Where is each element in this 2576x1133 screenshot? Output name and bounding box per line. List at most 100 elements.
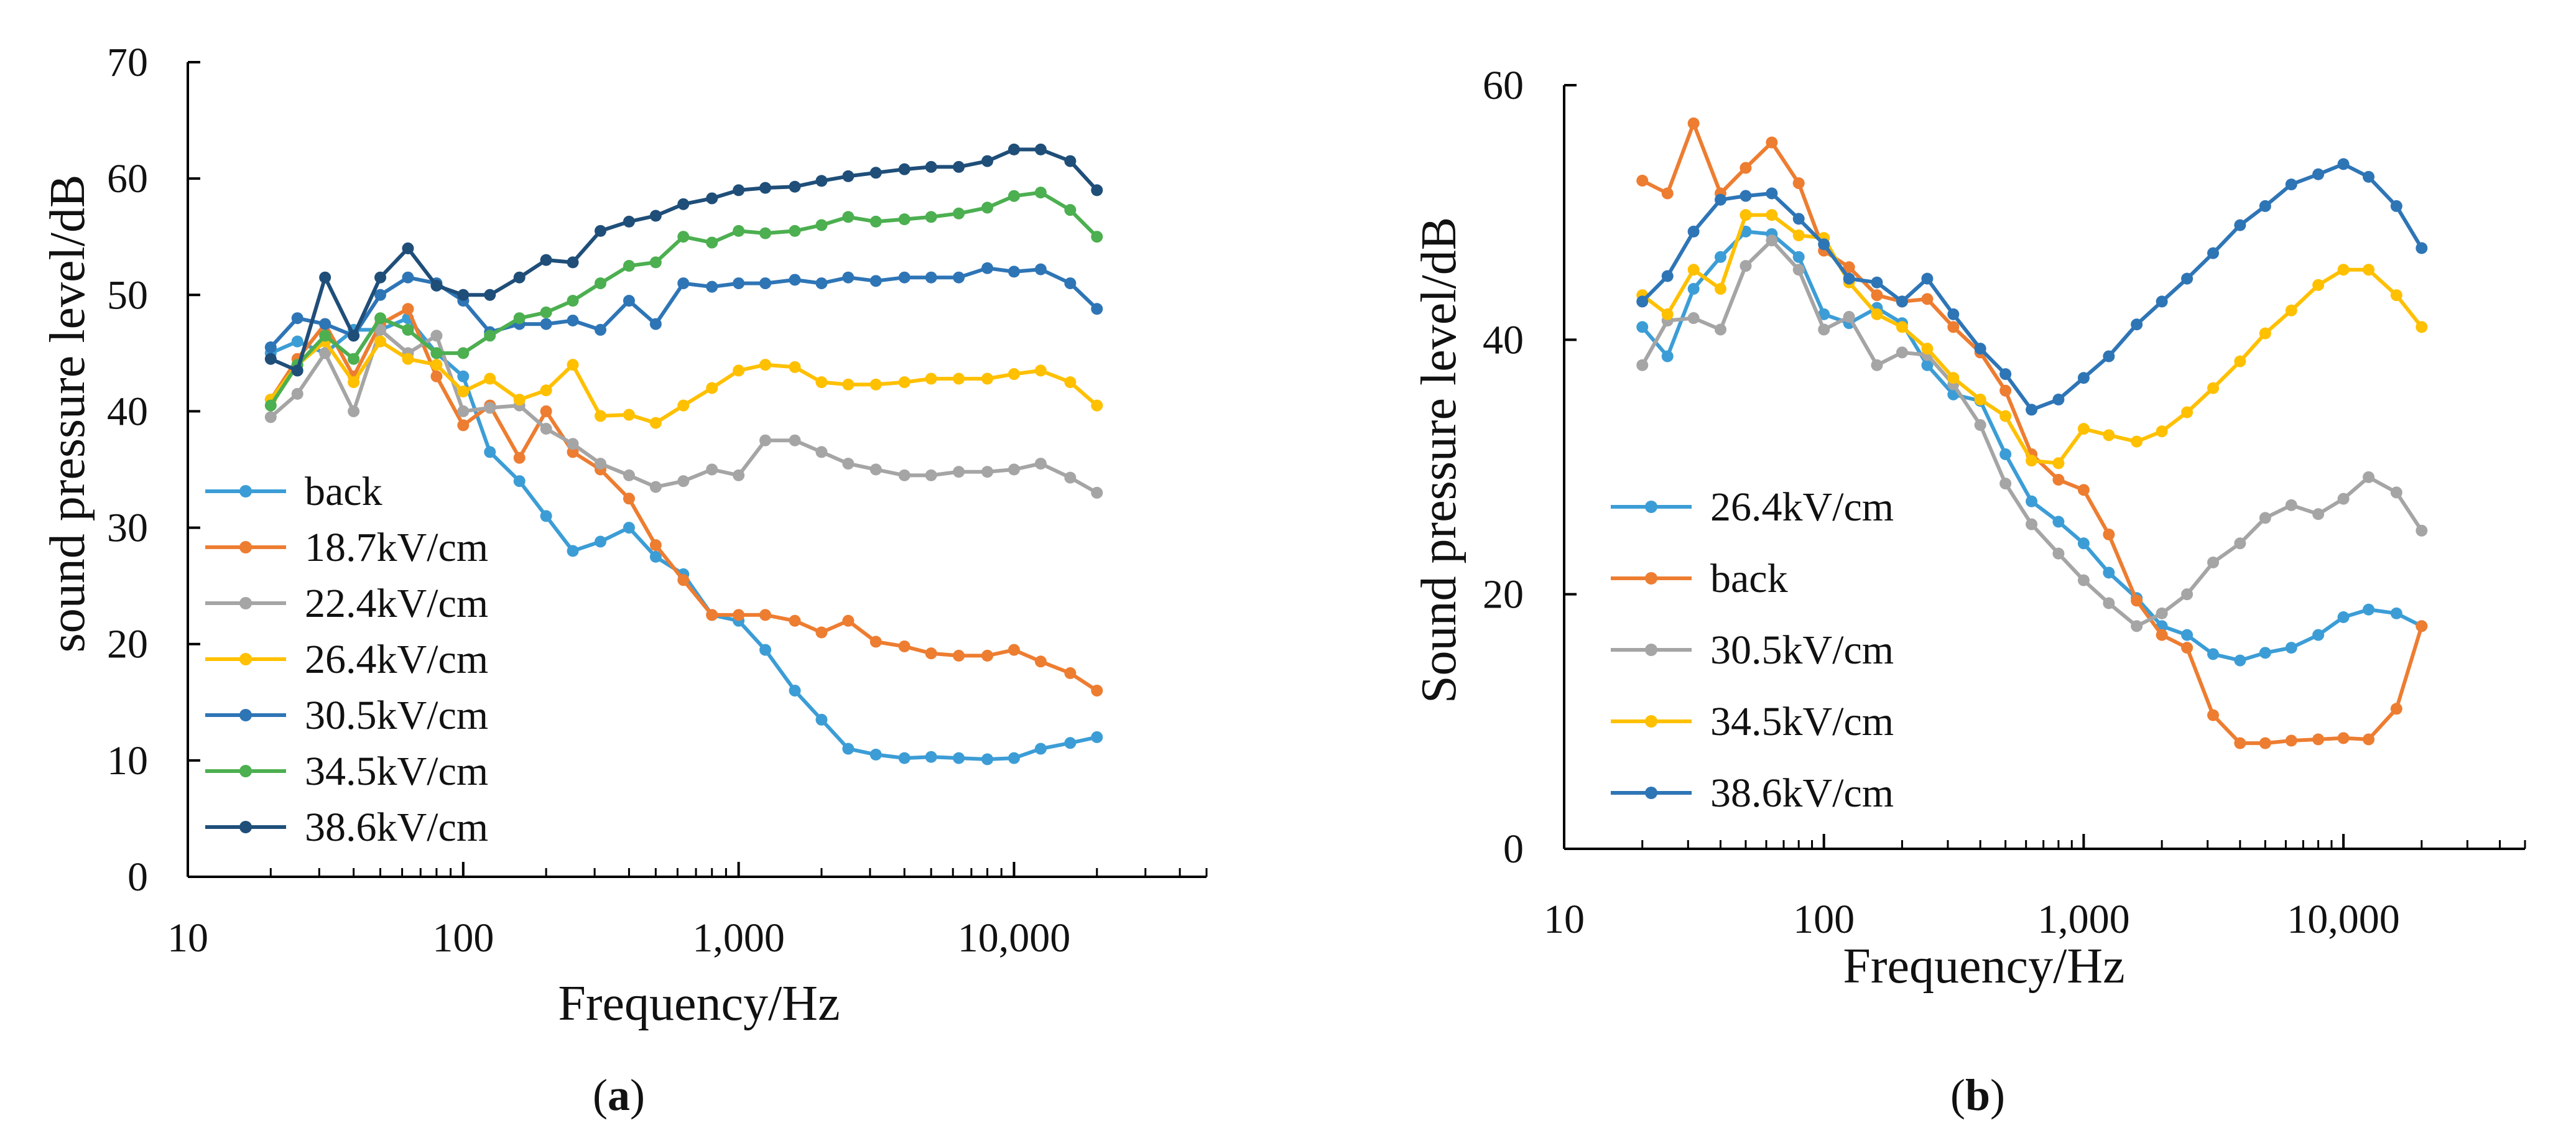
data-point xyxy=(264,353,277,365)
data-point xyxy=(815,626,828,639)
data-point xyxy=(953,271,965,284)
data-point xyxy=(649,318,662,330)
data-point xyxy=(706,280,718,293)
data-point xyxy=(789,224,801,237)
data-point xyxy=(1034,364,1047,377)
data-point xyxy=(1091,399,1103,412)
data-point xyxy=(898,271,910,284)
data-point xyxy=(842,378,855,391)
data-point xyxy=(2052,516,2065,528)
data-point xyxy=(2103,597,2115,609)
data-point xyxy=(540,254,552,266)
data-point xyxy=(594,535,606,548)
data-point xyxy=(2026,518,2038,530)
data-point xyxy=(842,170,855,182)
data-point xyxy=(1064,471,1077,484)
x-tick-label: 1,000 xyxy=(2037,897,2130,942)
data-point xyxy=(430,370,443,382)
data-point xyxy=(540,384,552,397)
data-point xyxy=(789,180,801,193)
legend-label: 22.4kV/cm xyxy=(305,581,488,626)
data-point xyxy=(1064,204,1077,216)
data-point xyxy=(2416,524,2428,537)
chart-panel-a: 0 10 20 30 40 50 60 70 10 100 1,000 10,000 back 18.7k… xyxy=(40,40,1208,1120)
legend-label: 38.6kV/cm xyxy=(1710,770,1894,816)
data-point xyxy=(540,306,552,318)
data-point xyxy=(2337,493,2350,505)
data-point xyxy=(759,182,772,194)
data-point xyxy=(2207,557,2220,568)
data-point xyxy=(706,609,718,621)
data-point xyxy=(2259,647,2271,659)
data-point xyxy=(1766,136,1778,149)
data-point xyxy=(1818,308,1830,320)
data-point xyxy=(1896,346,1908,359)
legend-label: back xyxy=(305,469,382,514)
data-point xyxy=(402,353,414,365)
y-axis-title-a: sound pressure level/dB xyxy=(40,175,95,653)
data-point xyxy=(2234,737,2246,749)
data-point xyxy=(457,405,470,417)
data-point xyxy=(264,341,277,353)
data-point xyxy=(623,260,635,272)
data-point xyxy=(484,402,496,414)
data-point xyxy=(402,323,414,336)
data-point xyxy=(1843,310,1855,323)
data-point xyxy=(2390,289,2402,302)
data-point xyxy=(649,481,662,493)
data-point xyxy=(2077,372,2090,384)
data-point xyxy=(2337,158,2350,170)
data-point xyxy=(1687,312,1700,325)
y-tick-label: 0 xyxy=(1503,826,1524,872)
y-axis-title-b: Sound pressure level/dB xyxy=(1412,217,1466,703)
data-point xyxy=(1974,394,1986,406)
data-point xyxy=(567,545,579,557)
data-point xyxy=(1792,213,1805,225)
data-point xyxy=(264,411,277,423)
data-point xyxy=(789,614,801,627)
data-point xyxy=(815,219,828,231)
data-point xyxy=(1974,419,1986,431)
data-point xyxy=(540,510,552,522)
data-point xyxy=(264,399,277,412)
data-point xyxy=(1636,359,1649,371)
data-point xyxy=(348,405,360,417)
data-point xyxy=(2026,404,2038,416)
data-point xyxy=(815,277,828,290)
legend-swatch-marker xyxy=(239,709,252,721)
data-point xyxy=(319,271,331,284)
data-point xyxy=(2181,406,2194,419)
x-tick-label: 100 xyxy=(1793,897,1855,942)
data-point xyxy=(898,469,910,481)
legend-label: 18.7kV/cm xyxy=(305,525,488,570)
y-tick-label: 0 xyxy=(127,854,148,900)
data-point xyxy=(677,399,690,412)
data-point xyxy=(925,751,937,763)
data-point xyxy=(291,335,303,348)
data-point xyxy=(759,434,772,446)
data-point xyxy=(706,463,718,476)
data-point xyxy=(1896,321,1908,333)
data-point xyxy=(540,423,552,435)
data-point xyxy=(1091,184,1103,197)
data-point xyxy=(733,224,745,237)
data-point xyxy=(484,330,496,342)
data-point xyxy=(430,330,443,342)
data-point xyxy=(2363,603,2375,616)
x-tick-label: 10,000 xyxy=(2287,897,2400,942)
data-point xyxy=(2156,629,2168,641)
data-point xyxy=(1008,368,1020,381)
data-point xyxy=(925,211,937,223)
data-point xyxy=(319,330,331,342)
data-point xyxy=(2181,629,2194,641)
data-point xyxy=(953,752,965,764)
data-point xyxy=(1974,343,1986,355)
data-point xyxy=(540,405,552,417)
data-point xyxy=(457,347,470,359)
data-point xyxy=(567,314,579,326)
data-point xyxy=(1843,261,1855,274)
legend-label: 34.5kV/cm xyxy=(305,749,488,794)
y-tick-label: 60 xyxy=(107,156,148,201)
legend-swatch-marker xyxy=(239,597,252,609)
data-point xyxy=(1687,225,1700,238)
